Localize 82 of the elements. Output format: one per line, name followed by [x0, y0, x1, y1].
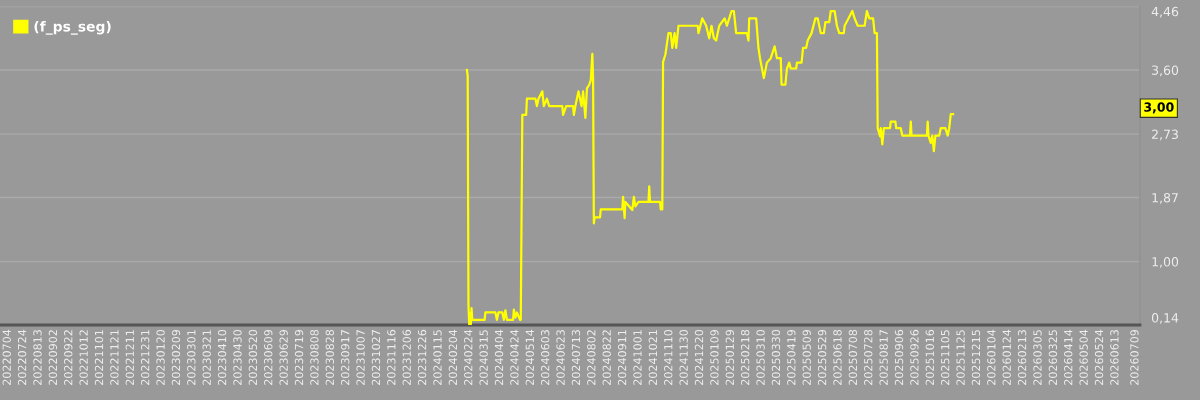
x-tick-label: 20220902 — [48, 330, 58, 385]
x-tick-label: 20260305 — [1033, 330, 1042, 385]
x-tick-label: 20230410 — [217, 329, 227, 385]
x-tick-label: 20230917 — [340, 330, 350, 385]
x-tick-label: 20221101 — [94, 330, 104, 385]
x-tick-label: 20241220 — [694, 329, 704, 385]
x-tick-label: 20250310 — [756, 329, 765, 385]
x-tick-label: 20240603 — [540, 330, 550, 385]
x-tick-label: 20230629 — [279, 329, 288, 385]
x-tick-label: 20251105 — [940, 330, 950, 385]
x-tick-label: 20231007 — [356, 330, 365, 385]
x-tick-label: 20220813 — [33, 330, 42, 385]
x-tick-label: 20240802 — [587, 330, 596, 385]
x-tick-label: 20230609 — [264, 329, 273, 385]
x-tick-label: 20250218 — [740, 329, 750, 385]
x-tick-label: 20250926 — [910, 329, 919, 385]
x-tick-label: 20260709 — [1130, 329, 1139, 385]
x-tick-label: 20260504 — [1079, 329, 1088, 385]
x-tick-label: 20250509 — [802, 329, 811, 385]
x-tick-label: 20260524 — [1094, 329, 1104, 385]
x-tick-label: 20221231 — [140, 330, 150, 385]
x-tick-label: 20220724 — [17, 329, 27, 385]
x-tick-label: 20240224 — [464, 329, 473, 385]
x-tick-label: 20240911 — [617, 330, 627, 385]
x-tick-label: 20231206 — [402, 329, 411, 385]
x-tick-label: 20231226 — [417, 329, 427, 385]
x-tick-label: 20250129 — [725, 329, 734, 385]
y-tick-label: 0,14 — [1151, 313, 1179, 324]
x-tick-label: 20250419 — [787, 329, 796, 385]
y-tick-label: 1,87 — [1152, 192, 1178, 204]
x-tick-label: 20240204 — [448, 329, 458, 385]
x-tick-label: 20230719 — [294, 329, 304, 385]
x-tick-label: 20250728 — [864, 329, 873, 385]
x-tick-label: 20250529 — [817, 329, 827, 385]
x-tick-label: 20240115 — [433, 330, 442, 385]
x-tick-label: 20220704 — [2, 329, 11, 385]
x-tick-label: 20231116 — [387, 329, 396, 385]
x-tick-label: 20230808 — [310, 329, 319, 385]
x-tick-label: 20240404 — [494, 329, 504, 385]
x-tick-label: 20260325 — [1048, 330, 1058, 385]
y-tick-label: 4,46 — [1151, 6, 1179, 18]
x-tick-label: 20240424 — [510, 329, 519, 385]
x-tick-label: 20250618 — [833, 329, 842, 385]
x-tick-label: 20241001 — [633, 330, 642, 385]
x-tick-label: 20250109 — [710, 329, 719, 385]
x-tick-label: 20230209 — [171, 329, 181, 385]
x-tick-label: 20250330 — [771, 329, 781, 385]
x-tick-label: 20250708 — [848, 329, 858, 385]
x-tick-label: 20260104 — [987, 329, 996, 385]
y-tick-label: 1,00 — [1152, 257, 1179, 268]
x-tick-label: 20251016 — [925, 329, 934, 385]
x-tick-label: 20230301 — [187, 330, 196, 385]
x-tick-label: 20240623 — [556, 330, 565, 385]
legend-label: (f_ps_seg) — [34, 20, 111, 35]
x-tick-label: 20241110 — [664, 329, 673, 385]
x-tick-label: 20260414 — [1064, 329, 1073, 385]
x-tick-label: 20221211 — [125, 330, 134, 385]
x-tick-label: 20241130 — [679, 329, 688, 385]
x-tick-label: 20251125 — [956, 330, 965, 385]
x-tick-label: 20230828 — [325, 329, 334, 385]
x-tick-label: 20240315 — [479, 330, 488, 385]
text: 3,00 — [1144, 102, 1174, 114]
x-tick-label: 20250817 — [879, 330, 888, 385]
x-tick-label: 20231027 — [371, 330, 381, 385]
x-tick-label: 20230321 — [202, 330, 211, 385]
x-tick-label: 20230430 — [233, 329, 242, 385]
x-tick-label: 20251215 — [971, 330, 981, 385]
x-tick-label: 20250906 — [894, 329, 904, 385]
y-tick-label: 3,60 — [1152, 65, 1179, 77]
x-tick-label: 20240822 — [602, 330, 611, 385]
x-tick-label: 20230120 — [156, 329, 165, 385]
x-tick-label: 20221012 — [79, 330, 88, 385]
x-tick-label: 20260613 — [1110, 330, 1119, 385]
x-tick-label: 20260213 — [1017, 330, 1027, 385]
x-tick-label: 20260124 — [1002, 329, 1011, 385]
x-tick-label: 20221121 — [110, 330, 119, 385]
y-tick-label: 2,73 — [1152, 129, 1178, 141]
x-tick-label: 20230520 — [248, 329, 258, 385]
x-tick-label: 20240514 — [525, 329, 534, 385]
x-tick-label: 20241021 — [648, 330, 658, 385]
x-tick-label: 20220922 — [64, 330, 73, 385]
x-tick-label: 20240713 — [571, 330, 581, 385]
